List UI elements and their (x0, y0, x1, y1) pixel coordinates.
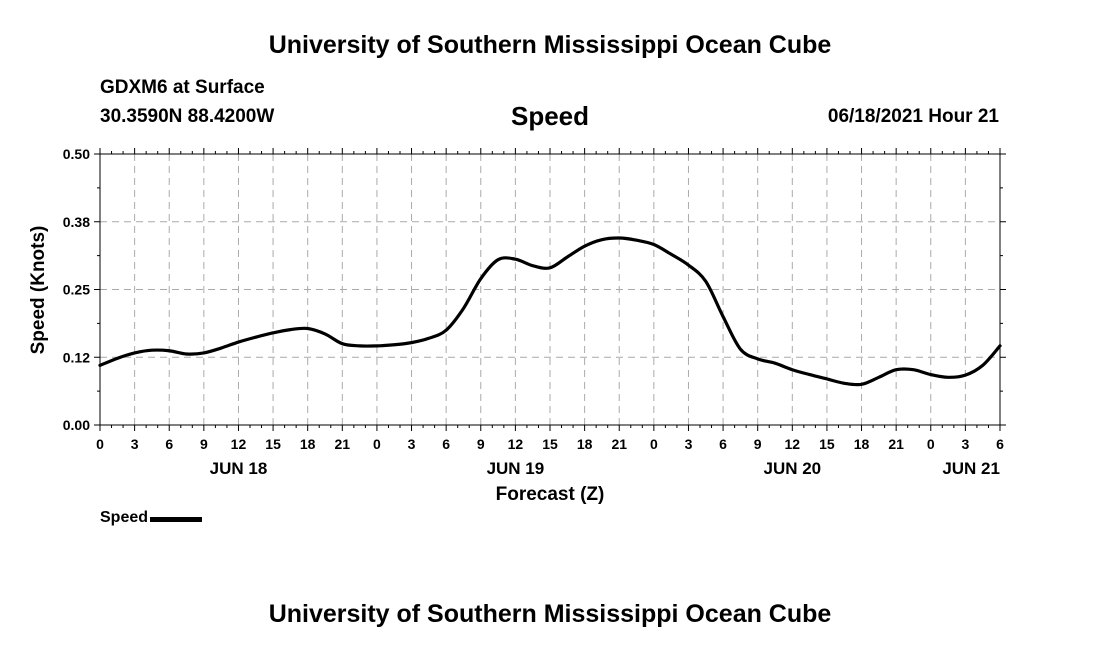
x-tick-label: 6 (442, 436, 450, 452)
x-tick-label: 6 (996, 436, 1004, 452)
station-label: GDXM6 at Surface (100, 77, 265, 98)
day-label: JUN 18 (210, 459, 268, 478)
x-tick-label: 9 (477, 436, 485, 452)
y-tick-label: 0.12 (63, 349, 90, 365)
x-tick-label: 6 (165, 436, 173, 452)
chart-grid (100, 154, 1000, 425)
x-tick-label: 3 (961, 436, 969, 452)
x-tick-label: 3 (408, 436, 416, 452)
x-tick-label: 21 (611, 436, 627, 452)
y-tick-label: 0.00 (63, 417, 90, 433)
station-coordinates: 30.3590N 88.4200W (100, 106, 275, 127)
legend-label: Speed (100, 509, 149, 526)
x-tick-label: 9 (754, 436, 762, 452)
x-tick-label: 0 (650, 436, 658, 452)
chart-title: Speed (510, 101, 590, 131)
x-tick-label: 3 (131, 436, 139, 452)
x-tick-label: 12 (785, 436, 801, 452)
x-tick-label: 15 (819, 436, 835, 452)
x-axis-title: Forecast (Z) (496, 484, 605, 505)
x-tick-label: 18 (300, 436, 316, 452)
x-tick-label: 0 (373, 436, 381, 452)
x-tick-label: 9 (200, 436, 208, 452)
x-tick-label: 15 (542, 436, 558, 452)
legend-swatch (150, 517, 203, 522)
y-tick-label: 0.25 (63, 282, 90, 298)
series-layer (98, 236, 1002, 387)
x-tick-label: 3 (685, 436, 693, 452)
day-label: JUN 19 (487, 459, 545, 478)
x-tick-label: 0 (927, 436, 935, 452)
x-tick-label: 0 (96, 436, 104, 452)
day-label: JUN 20 (763, 459, 821, 478)
x-tick-label: 12 (508, 436, 524, 452)
footer-title: University of Southern Mississippi Ocean… (268, 600, 832, 628)
day-label: JUN 21 (942, 459, 1000, 478)
y-tick-label: 0.38 (63, 214, 90, 230)
axis-ticks (94, 148, 1006, 431)
x-tick-label: 15 (265, 436, 281, 452)
x-tick-label: 18 (577, 436, 593, 452)
y-tick-label: 0.50 (63, 146, 90, 162)
x-tick-label: 18 (854, 436, 870, 452)
page-title: University of Southern Mississippi Ocean… (268, 31, 832, 59)
x-tick-label: 6 (719, 436, 727, 452)
x-tick-label: 21 (335, 436, 351, 452)
x-tick-label: 21 (888, 436, 904, 452)
axis-labels: 0.00 0.12 0.25 0.38 0.50 0 3 6 9 12 15 18 21 0 3 6 9 12 15… (63, 146, 1004, 478)
x-tick-label: 12 (231, 436, 247, 452)
forecast-datetime: 06/18/2021 Hour 21 (827, 106, 999, 127)
y-axis-title: Speed (Knots) (28, 226, 49, 355)
series-line-speed (98, 236, 1002, 387)
chart-legend: Speed (100, 509, 203, 527)
